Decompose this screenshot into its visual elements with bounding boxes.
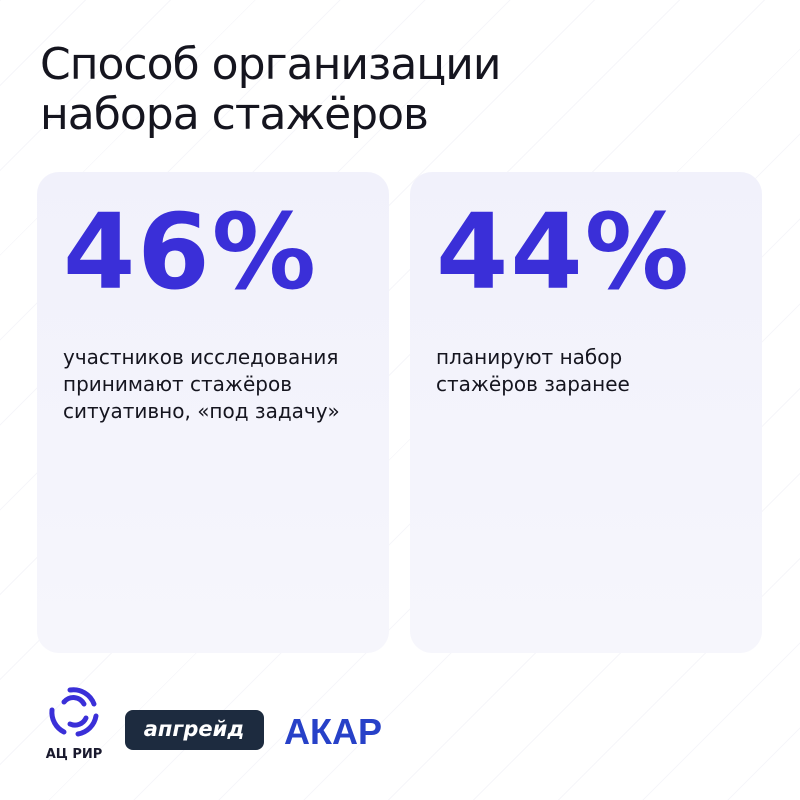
desc-line: стажёров заранее <box>436 372 630 396</box>
stat-value: 44% <box>436 191 691 313</box>
desc-line: участников исследования <box>63 345 339 369</box>
title-line: Способ организации <box>40 39 501 90</box>
title: Способ организации набора стажёров <box>40 39 501 140</box>
desc-line: ситуативно, «под задачу» <box>63 399 340 423</box>
stat-description: планируют набор стажёров заранее <box>436 344 630 398</box>
desc-line: планируют набор <box>436 345 623 369</box>
akar-label: АКАР <box>284 711 382 752</box>
stat-card: 44% планируют набор стажёров заранее <box>410 172 762 653</box>
title-line: набора стажёров <box>40 89 429 140</box>
stat-value: 46% <box>63 191 318 313</box>
acrir-icon <box>49 687 99 737</box>
stat-description: участников исследования принимают стажёр… <box>63 344 340 425</box>
stat-card: 46% участников исследования принимают ст… <box>37 172 389 653</box>
acrir-label: АЦ РИР <box>46 747 103 762</box>
upgrade-label: апгрейд <box>144 717 245 741</box>
desc-line: принимают стажёров <box>63 372 292 396</box>
upgrade-badge <box>125 710 264 750</box>
